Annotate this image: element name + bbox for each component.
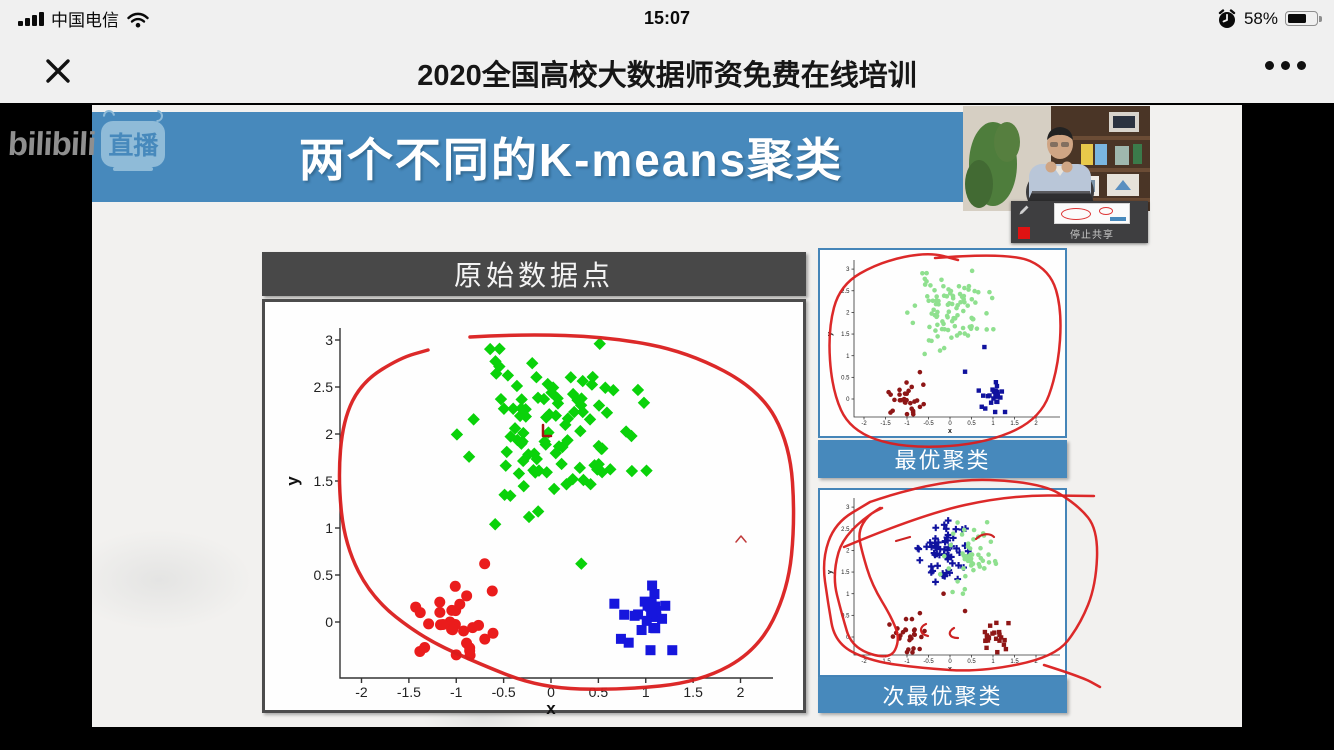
svg-text:-2: -2 <box>355 684 368 700</box>
svg-text:-2: -2 <box>861 659 867 665</box>
svg-text:1: 1 <box>846 592 850 598</box>
scatter-chart-suboptimal: -2 -1.5 -1 -0.5 0 0.5 1 1.5 2 0 0.5 1 1.5 2 2.5 3 x y <box>818 488 1067 677</box>
screen-share-thumbnail <box>1054 203 1130 224</box>
svg-text:3: 3 <box>846 267 850 273</box>
svg-text:0.5: 0.5 <box>314 567 334 583</box>
chart-label-suboptimal: 次最优聚类 <box>818 677 1067 713</box>
svg-text:0.5: 0.5 <box>967 659 976 665</box>
scatter-chart-optimal: -2 -1.5 -1 -0.5 0 0.5 1 1.5 2 0 0.5 1 1.5 2 2.5 3 x y <box>818 248 1067 438</box>
svg-text:0.5: 0.5 <box>841 613 850 619</box>
slide-decoration <box>92 530 252 630</box>
svg-text:-1.5: -1.5 <box>397 684 421 700</box>
scatter-points <box>887 517 1011 655</box>
chart-canvas-main: -2 -1.5 -1 -0.5 0 0.5 1 1.5 2 0 0.5 1 1.5 2 2.5 3 x y <box>283 328 773 716</box>
bilibili-logo: bilibili <box>7 125 97 162</box>
pencil-icon <box>1019 205 1028 215</box>
svg-text:x: x <box>546 699 556 716</box>
svg-text:x: x <box>948 428 952 435</box>
svg-text:3: 3 <box>846 505 850 511</box>
chart-canvas-optimal: -2 -1.5 -1 -0.5 0 0.5 1 1.5 2 0 0.5 1 1.5 2 2.5 3 x y <box>827 260 1060 435</box>
stop-sharing-label: 停止共享 <box>1070 230 1114 241</box>
scatter-chart-original: -2 -1.5 -1 -0.5 0 0.5 1 1.5 2 0 0.5 1 1.5 2 2.5 3 x y <box>262 299 806 716</box>
svg-text:y: y <box>827 332 834 336</box>
svg-text:2: 2 <box>737 684 745 700</box>
svg-text:1: 1 <box>846 354 850 360</box>
scatter-points <box>410 337 678 661</box>
slide-title-bar: 两个不同的K-means聚类 <box>92 112 1050 202</box>
svg-text:2: 2 <box>846 549 850 555</box>
svg-text:x: x <box>948 666 952 673</box>
more-menu-icon[interactable] <box>1265 61 1306 70</box>
svg-text:2.5: 2.5 <box>314 379 334 395</box>
svg-text:0: 0 <box>547 684 555 700</box>
svg-text:2: 2 <box>325 426 333 442</box>
svg-text:-1: -1 <box>904 421 910 427</box>
presenter-webcam <box>963 106 1150 211</box>
svg-text:1.5: 1.5 <box>683 684 703 700</box>
svg-text:0: 0 <box>948 421 952 427</box>
svg-text:1: 1 <box>325 520 333 536</box>
svg-text:y: y <box>827 570 834 574</box>
svg-text:2: 2 <box>1034 659 1038 665</box>
svg-text:-1: -1 <box>904 659 910 665</box>
svg-text:1.5: 1.5 <box>1010 421 1019 427</box>
svg-text:2: 2 <box>1034 421 1038 427</box>
svg-text:0.5: 0.5 <box>589 684 609 700</box>
live-badge: 直播 <box>100 107 166 171</box>
svg-text:0: 0 <box>948 659 952 665</box>
page-title: 2020全国高校大数据师资免费在线培训 <box>417 60 917 92</box>
svg-text:1: 1 <box>642 684 650 700</box>
svg-text:0: 0 <box>846 397 850 403</box>
tick-labels: -2 -1.5 -1 -0.5 0 0.5 1 1.5 2 0 0.5 1 1.5 2 2.5 3 <box>841 267 1038 427</box>
clock-label: 15:07 <box>643 8 691 28</box>
alarm-icon <box>1218 8 1236 28</box>
nav-bar: 2020全国高校大数据师资免费在线培训 <box>0 37 1334 103</box>
svg-text:0.5: 0.5 <box>967 421 976 427</box>
wifi-icon <box>127 12 149 27</box>
svg-text:0.5: 0.5 <box>841 375 850 381</box>
chart-canvas-suboptimal: -2 -1.5 -1 -0.5 0 0.5 1 1.5 2 0 0.5 1 1.5 2 2.5 3 x y <box>827 498 1060 673</box>
close-icon[interactable] <box>42 55 74 87</box>
svg-text:1.5: 1.5 <box>841 570 850 576</box>
status-bar: 中国电信 15:07 58% <box>0 0 1334 37</box>
stop-square-icon <box>1017 227 1030 239</box>
axes <box>851 260 1060 420</box>
svg-text:0: 0 <box>846 635 850 641</box>
svg-text:1: 1 <box>991 421 995 427</box>
svg-text:1.5: 1.5 <box>1010 659 1019 665</box>
svg-text:y: y <box>283 476 302 486</box>
svg-text:-0.5: -0.5 <box>923 659 934 665</box>
svg-text:1.5: 1.5 <box>314 473 334 489</box>
svg-text:2.5: 2.5 <box>841 289 850 295</box>
svg-text:-2: -2 <box>861 421 867 427</box>
webcam-scene <box>963 106 1150 211</box>
chart-label-optimal: 最优聚类 <box>818 440 1067 478</box>
svg-text:-1.5: -1.5 <box>880 421 891 427</box>
slide-title: 两个不同的K-means聚类 <box>298 134 844 186</box>
bilibili-live-watermark: bilibili 直播 <box>7 107 166 171</box>
svg-text:2: 2 <box>846 311 850 317</box>
svg-text:-1: -1 <box>450 684 463 700</box>
scatter-points <box>886 268 1008 417</box>
chart-header-original: 原始数据点 <box>262 252 806 296</box>
svg-text:1: 1 <box>991 659 995 665</box>
svg-text:3: 3 <box>325 332 333 348</box>
tick-labels: -2 -1.5 -1 -0.5 0 0.5 1 1.5 2 0 0.5 1 1.5 2 2.5 3 <box>841 505 1038 665</box>
svg-text:2.5: 2.5 <box>841 527 850 533</box>
battery-percent-label: 58% <box>1243 8 1278 28</box>
svg-text:0: 0 <box>325 614 333 630</box>
stop-sharing-panel[interactable]: 停止共享 <box>1011 201 1148 243</box>
presentation-slide: 两个不同的K-means聚类 原始数据点 -2 -1.5 -1 -0.5 0 0.5 1 1.… <box>92 105 1242 727</box>
svg-text:-0.5: -0.5 <box>492 684 516 700</box>
svg-text:1.5: 1.5 <box>841 332 850 338</box>
battery-icon <box>1285 11 1322 26</box>
svg-text:-1.5: -1.5 <box>880 659 891 665</box>
carrier-label: 中国电信 <box>51 11 119 30</box>
live-video-area: 两个不同的K-means聚类 原始数据点 -2 -1.5 -1 -0.5 0 0.5 1 1.… <box>0 103 1334 727</box>
axes <box>335 328 773 683</box>
svg-text:-0.5: -0.5 <box>923 421 934 427</box>
cellular-signal-icon <box>18 11 44 26</box>
